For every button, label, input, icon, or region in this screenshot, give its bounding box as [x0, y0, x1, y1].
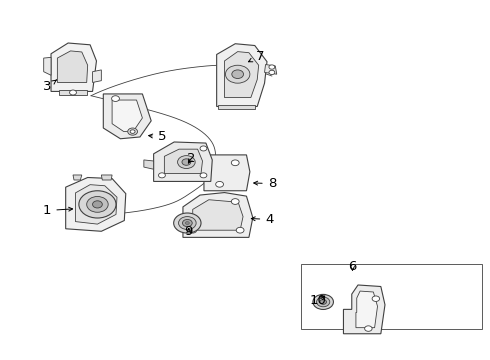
- Circle shape: [159, 173, 165, 178]
- Circle shape: [317, 297, 330, 307]
- Circle shape: [313, 294, 333, 310]
- Circle shape: [178, 217, 196, 229]
- Polygon shape: [112, 100, 143, 132]
- Circle shape: [93, 201, 102, 208]
- Circle shape: [269, 70, 275, 75]
- Circle shape: [182, 159, 191, 165]
- Circle shape: [87, 197, 108, 212]
- Circle shape: [79, 191, 116, 218]
- Polygon shape: [217, 44, 267, 107]
- Circle shape: [128, 128, 138, 135]
- Polygon shape: [197, 166, 204, 177]
- Circle shape: [269, 65, 275, 69]
- Polygon shape: [101, 175, 112, 180]
- Polygon shape: [144, 160, 154, 169]
- Polygon shape: [51, 43, 97, 91]
- Polygon shape: [73, 175, 82, 180]
- Circle shape: [112, 96, 120, 102]
- Polygon shape: [59, 90, 87, 95]
- Polygon shape: [44, 57, 51, 75]
- Polygon shape: [93, 70, 101, 82]
- Circle shape: [236, 227, 244, 233]
- Polygon shape: [154, 142, 212, 181]
- Polygon shape: [218, 105, 255, 109]
- Circle shape: [216, 181, 223, 187]
- Circle shape: [177, 156, 195, 168]
- Circle shape: [70, 90, 76, 95]
- Polygon shape: [265, 64, 277, 74]
- Circle shape: [232, 70, 244, 78]
- Polygon shape: [103, 94, 151, 139]
- Text: 6: 6: [348, 260, 357, 273]
- Text: 9: 9: [185, 225, 193, 238]
- Polygon shape: [224, 51, 259, 98]
- Bar: [301, 264, 482, 329]
- Circle shape: [365, 326, 372, 331]
- Polygon shape: [183, 193, 253, 237]
- Polygon shape: [204, 155, 250, 191]
- Text: 2: 2: [187, 152, 196, 165]
- Circle shape: [231, 199, 239, 204]
- Polygon shape: [164, 149, 202, 174]
- Polygon shape: [57, 51, 88, 82]
- Circle shape: [173, 213, 201, 233]
- Circle shape: [189, 227, 196, 233]
- Circle shape: [200, 146, 207, 151]
- Circle shape: [231, 160, 239, 166]
- Text: 5: 5: [148, 130, 166, 144]
- Circle shape: [372, 296, 380, 301]
- Text: 1: 1: [43, 204, 73, 217]
- Polygon shape: [75, 185, 117, 224]
- Circle shape: [182, 220, 192, 226]
- Circle shape: [320, 300, 326, 304]
- Polygon shape: [66, 177, 126, 231]
- Text: 4: 4: [251, 213, 273, 226]
- Circle shape: [185, 222, 189, 225]
- Text: 8: 8: [254, 177, 276, 190]
- Circle shape: [130, 130, 135, 134]
- Circle shape: [200, 173, 207, 178]
- Polygon shape: [356, 291, 377, 328]
- Polygon shape: [343, 285, 385, 334]
- Text: 3: 3: [43, 80, 56, 93]
- Circle shape: [225, 65, 250, 83]
- Text: 10: 10: [310, 294, 327, 307]
- Text: 7: 7: [248, 50, 264, 63]
- Polygon shape: [193, 200, 243, 230]
